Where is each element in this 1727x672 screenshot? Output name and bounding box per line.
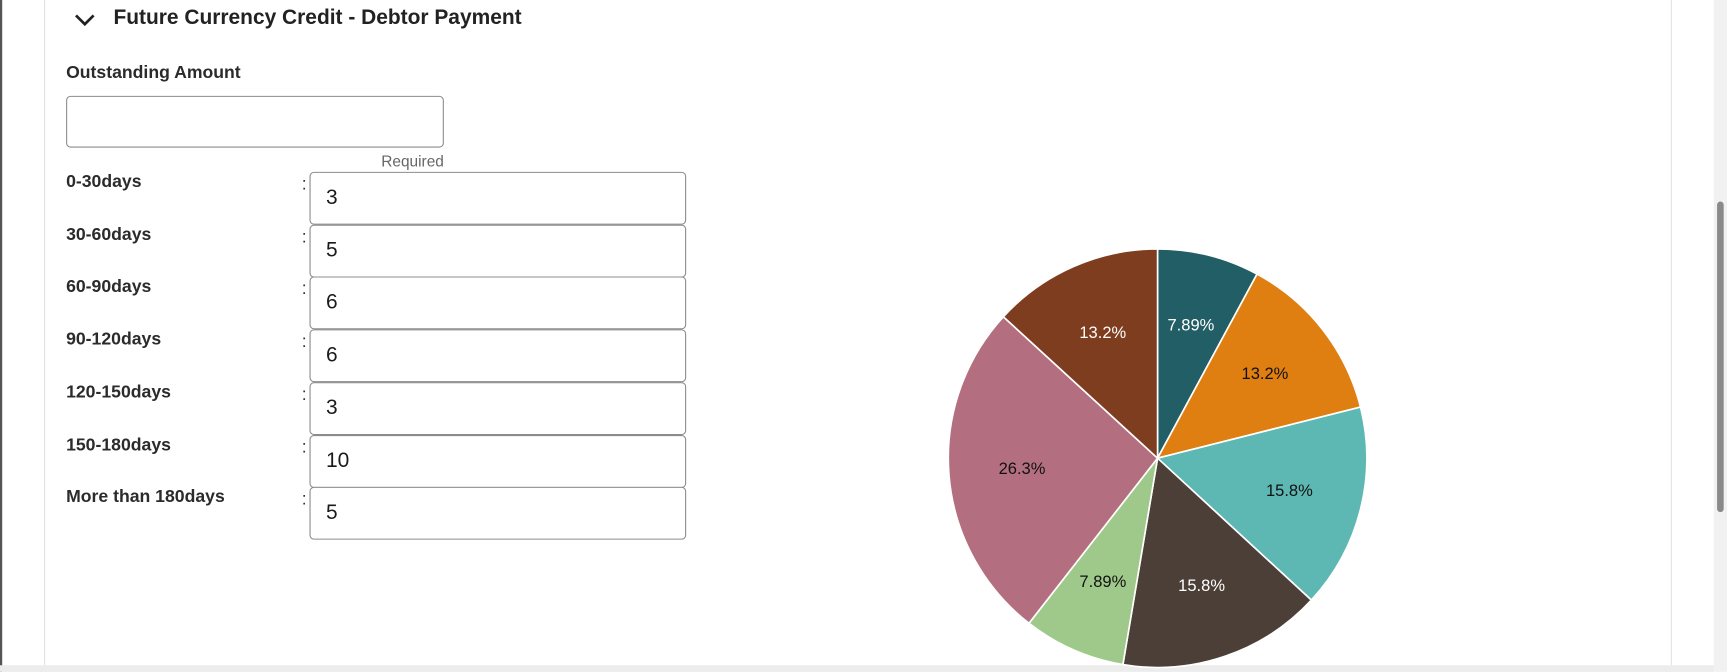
field-label: 60-90days [66,277,152,297]
separator: : [301,280,307,299]
slice-label: 13.2% [1079,323,1126,342]
required-hint: Required [381,151,444,170]
pie-slice [1156,248,1259,459]
separator: : [301,437,307,457]
section-title: Future Currency Credit - Debtor Payment [113,6,522,30]
number-input[interactable]: 5 [309,224,687,278]
number-input[interactable]: 6 [309,329,687,383]
window-edge [0,0,3,672]
slice-label: 26.3% [999,459,1046,478]
separator: : [301,175,307,194]
field-label: 120-150days [66,383,171,402]
field-label: 150-180days [66,435,171,455]
field-label: More than 180days [66,488,225,507]
slice-label: 13.2% [1242,364,1289,383]
collapse-chevron[interactable] [73,9,97,31]
separator: : [301,227,307,247]
pie-slice [1155,272,1362,460]
number-input[interactable]: 10 [309,434,687,488]
slice-label: 15.8% [1266,481,1313,500]
field-label: 30-60days [66,225,152,245]
separator: : [301,385,307,404]
slice-label: 15.8% [1178,576,1225,595]
pie-slice [1027,457,1159,666]
field-label: 90-120days [66,330,162,350]
pie-slice [1002,248,1159,461]
slice-label: 7.89% [1079,572,1126,591]
slice-label: 7.89% [1167,316,1214,335]
number-input[interactable]: 3 [309,381,687,435]
text-input[interactable] [66,95,444,148]
bottom-bar [0,665,1714,672]
separator: : [301,332,307,352]
panel [44,0,1672,666]
number-input[interactable]: 5 [309,487,687,540]
pie-slice [1121,456,1313,669]
pie-slice [1155,406,1368,602]
number-input[interactable]: 3 [309,171,687,225]
scrollbar-thumb[interactable] [1717,201,1724,513]
field-label: 0-30days [66,172,142,192]
field-label: Outstanding Amount [66,63,241,83]
pie-slice [947,315,1159,625]
separator: : [301,490,307,510]
number-input[interactable]: 6 [309,276,687,330]
